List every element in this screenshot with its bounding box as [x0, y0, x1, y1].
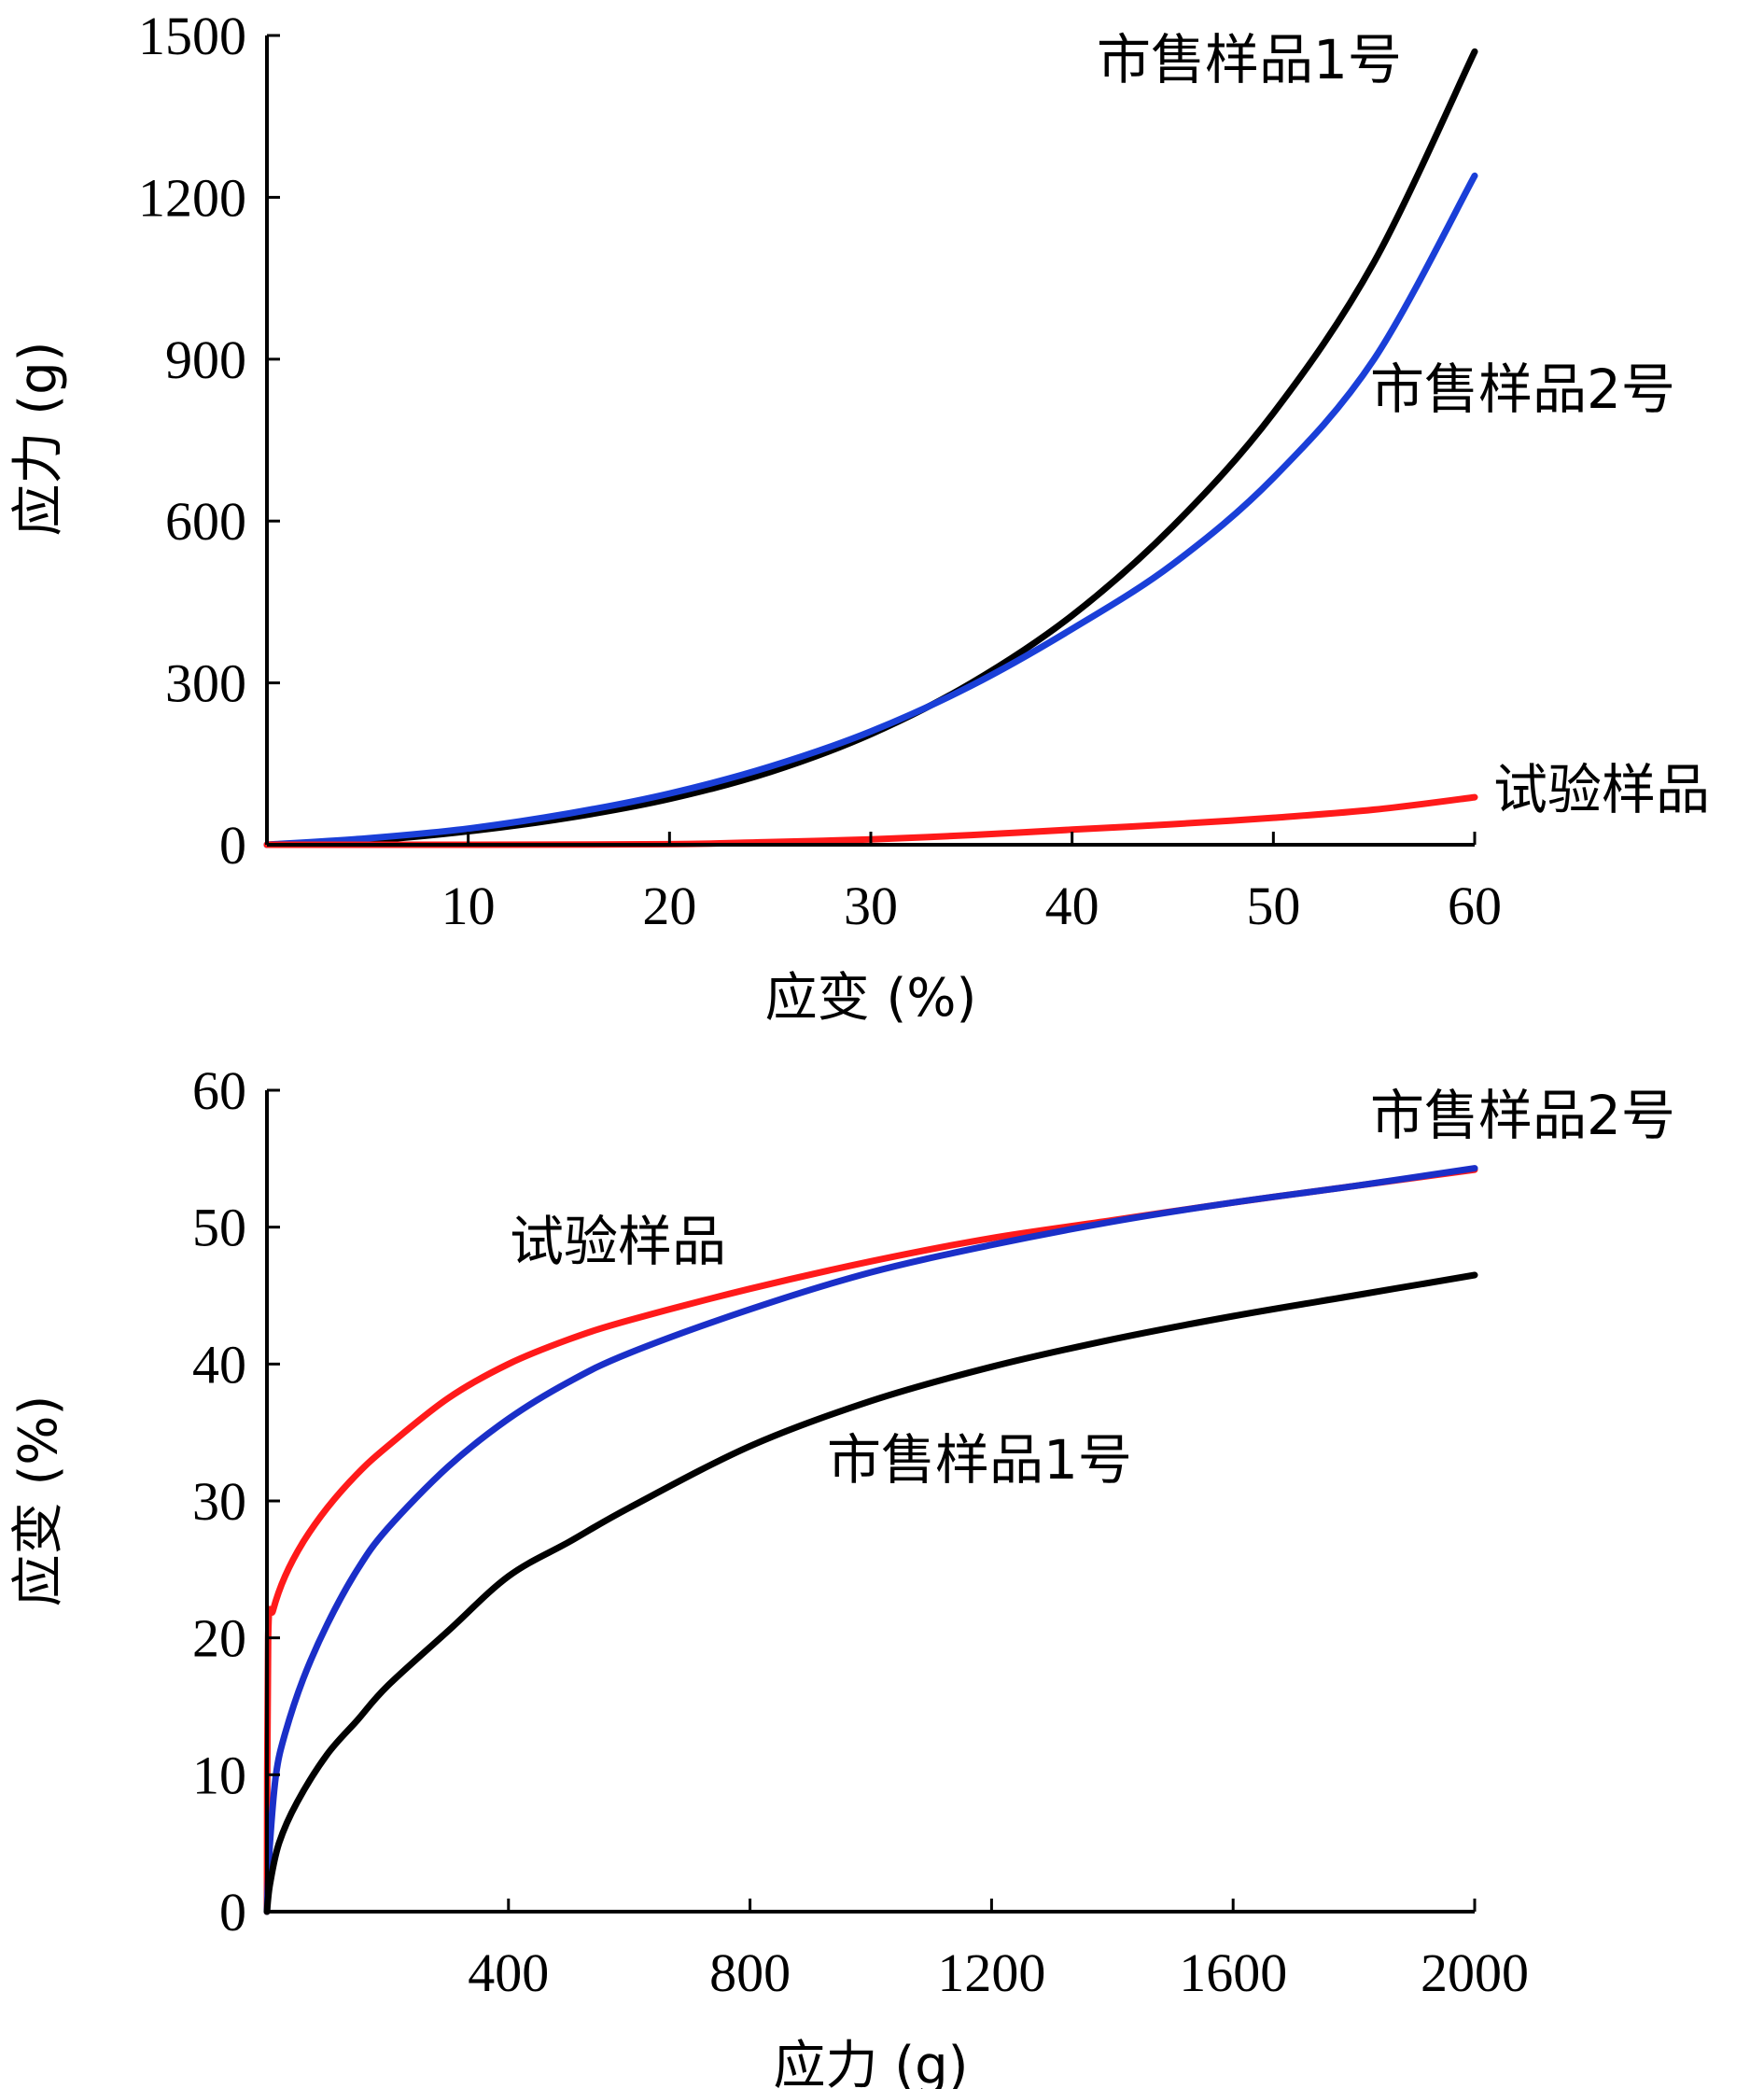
- top-y-tick-label: 0: [219, 815, 246, 876]
- bottom-x-axis-title: 应力 (g): [773, 2036, 968, 2089]
- bottom-x-tick-label: 800: [709, 1942, 791, 2003]
- stress-vs-strain-chart: 0 300 600 900 1200 1500 10 20 30 40 50 60 应力 (g) 应变…: [8, 6, 1710, 1029]
- bottom-x-tick-label: 1200: [937, 1942, 1045, 2003]
- top-x-tick-label: 50: [1246, 876, 1300, 936]
- bottom-y-tick-label: 0: [219, 1882, 246, 1942]
- bottom-x-tick-label: 400: [468, 1942, 549, 2003]
- bottom-label-sample-2: 市售样品2号: [1370, 1084, 1675, 1147]
- bottom-x-tick-label: 2000: [1421, 1942, 1529, 2003]
- bottom-series-group: [263, 1165, 1478, 1915]
- top-x-tick-label: 10: [441, 876, 496, 936]
- top-label-sample-2: 市售样品2号: [1370, 358, 1675, 421]
- top-y-axis-title: 应力 (g): [8, 341, 69, 536]
- bottom-y-tick-label: 10: [192, 1745, 246, 1805]
- top-y-tick-label: 300: [165, 653, 246, 714]
- top-y-tick-label: 600: [165, 491, 246, 552]
- top-x-tick-label: 60: [1448, 876, 1502, 936]
- top-y-tick-label: 1200: [138, 167, 246, 228]
- bottom-label-sample-1: 市售样品1号: [827, 1428, 1132, 1492]
- bottom-y-tick-label: 20: [192, 1608, 246, 1669]
- bottom-label-test-sample: 试验样品: [510, 1210, 726, 1273]
- bottom-series-line-3: [263, 1271, 1478, 1915]
- top-series-line-2: [263, 172, 1478, 848]
- bottom-y-tick-label: 40: [192, 1334, 246, 1395]
- top-label-test-sample: 试验样品: [1493, 758, 1710, 821]
- top-series-line-1: [263, 48, 1478, 848]
- top-series-group: [263, 48, 1478, 848]
- top-x-tick-label: 30: [844, 876, 898, 936]
- top-x-tick-label: 20: [642, 876, 696, 936]
- top-x-axis-title: 应变 (%): [765, 968, 977, 1029]
- bottom-series-line-2: [263, 1165, 1478, 1915]
- bottom-ticks-group: 0 10 20 30 40 50 60 400 800 1200 1600 2000: [192, 1060, 1529, 2003]
- top-label-sample-1: 市售样品1号: [1097, 28, 1402, 91]
- bottom-x-tick-label: 1600: [1179, 1942, 1287, 2003]
- bottom-y-tick-label: 60: [192, 1060, 246, 1121]
- bottom-y-axis-title: 应变 (%): [8, 1395, 69, 1607]
- bottom-series-line-1: [263, 1166, 1478, 1915]
- bottom-y-tick-label: 30: [192, 1471, 246, 1532]
- top-y-tick-label: 1500: [138, 6, 246, 66]
- top-x-tick-label: 40: [1045, 876, 1099, 936]
- top-y-tick-label: 900: [165, 329, 246, 390]
- strain-vs-stress-chart: 0 10 20 30 40 50 60 400 800 1200 1600 2000 应变 (%) 应…: [8, 1060, 1675, 2089]
- bottom-y-tick-label: 50: [192, 1198, 246, 1258]
- top-ticks-group: 0 300 600 900 1200 1500 10 20 30 40 50 60: [138, 6, 1502, 936]
